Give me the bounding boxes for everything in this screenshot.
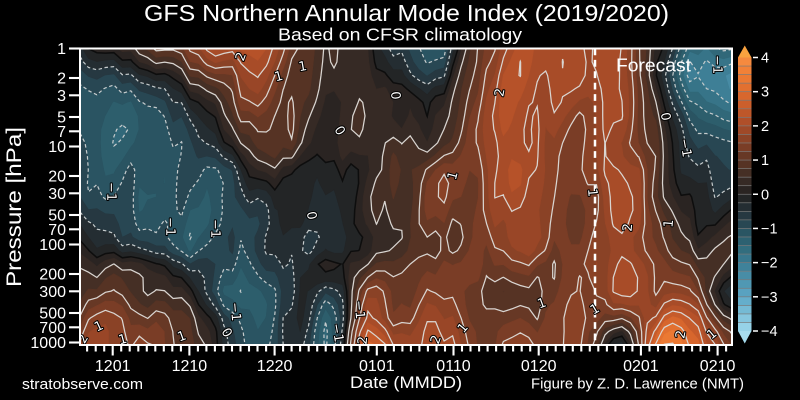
svg-text:0201: 0201 — [623, 358, 659, 375]
svg-text:−3: −3 — [761, 290, 778, 306]
svg-text:2: 2 — [761, 119, 769, 135]
svg-text:5: 5 — [57, 110, 66, 127]
svg-text:1000: 1000 — [30, 335, 66, 352]
svg-text:700: 700 — [39, 320, 66, 337]
svg-text:−4: −4 — [761, 324, 778, 340]
svg-text:0210: 0210 — [700, 358, 736, 375]
svg-text:50: 50 — [48, 208, 66, 225]
svg-text:1: 1 — [761, 153, 769, 169]
svg-text:20: 20 — [48, 169, 66, 186]
svg-text:−2: −2 — [761, 256, 778, 272]
svg-text:4: 4 — [761, 51, 769, 67]
svg-text:1201: 1201 — [95, 358, 131, 375]
svg-text:10: 10 — [48, 139, 66, 156]
svg-text:0101: 0101 — [359, 358, 395, 375]
svg-text:1210: 1210 — [172, 358, 208, 375]
svg-text:−1: −1 — [761, 221, 778, 237]
svg-text:500: 500 — [39, 306, 66, 323]
svg-text:1: 1 — [57, 41, 66, 58]
svg-text:GFS Northern Annular Mode Inde: GFS Northern Annular Mode Index (2019/20… — [144, 0, 669, 26]
svg-text:200: 200 — [39, 267, 66, 284]
svg-text:0: 0 — [761, 187, 769, 203]
svg-text:1220: 1220 — [257, 358, 293, 375]
svg-text:30: 30 — [48, 186, 66, 203]
svg-text:Forecast: Forecast — [616, 56, 691, 76]
svg-text:3: 3 — [57, 88, 66, 105]
svg-text:stratobserve.com: stratobserve.com — [22, 376, 143, 393]
svg-text:0120: 0120 — [521, 358, 557, 375]
svg-text:300: 300 — [39, 284, 66, 301]
svg-text:Based on CFSR climatology: Based on CFSR climatology — [278, 25, 522, 45]
svg-text:0110: 0110 — [436, 358, 471, 375]
svg-text:Pressure [hPa]: Pressure [hPa] — [3, 127, 26, 287]
svg-text:Date (MMDD): Date (MMDD) — [350, 373, 462, 392]
svg-text:Figure by Z. D. Lawrence (NMT): Figure by Z. D. Lawrence (NMT) — [531, 377, 744, 393]
svg-text:3: 3 — [761, 85, 769, 101]
svg-text:100: 100 — [39, 237, 66, 254]
svg-text:7: 7 — [57, 124, 66, 141]
svg-text:2: 2 — [57, 71, 66, 88]
svg-text:70: 70 — [48, 222, 66, 239]
